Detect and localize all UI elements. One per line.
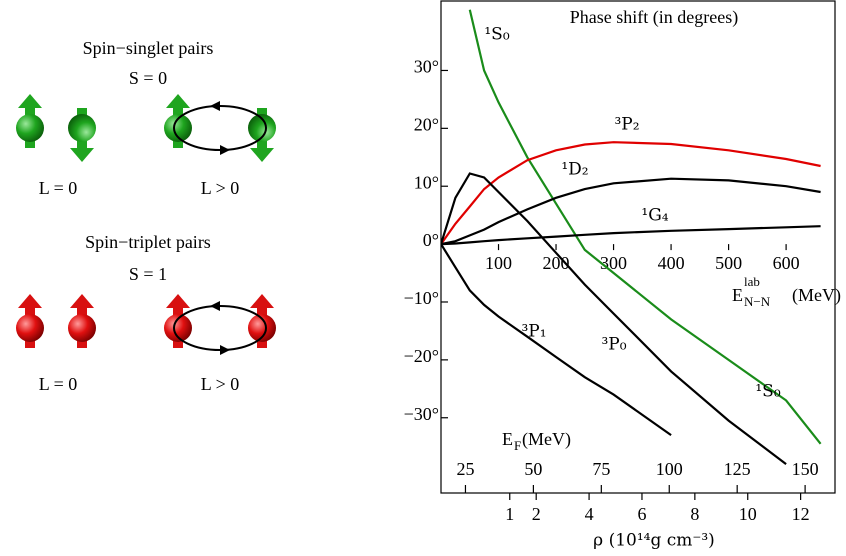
y-tick-label: −10°: [404, 288, 439, 308]
x2-tick-label: 75: [592, 459, 610, 479]
x-tick-label: 100: [485, 253, 512, 273]
y-tick-label: 30°: [414, 57, 439, 77]
series-line: [441, 225, 821, 246]
x2-label-sub: F: [514, 438, 521, 453]
x-label-unit: (MeV): [792, 285, 841, 306]
series-label: ³P₂: [614, 115, 639, 135]
x-tick-label: 200: [543, 253, 570, 273]
x2-label-unit: (MeV): [522, 429, 571, 450]
x2-tick-label: 50: [524, 459, 542, 479]
x2-tick-label: 100: [656, 459, 683, 479]
x-tick-label: 600: [773, 253, 800, 273]
spin-up: [16, 294, 44, 348]
triplet-l0: L = 0: [39, 374, 77, 394]
x2-tick-label: 25: [456, 459, 474, 479]
y-tick-label: 10°: [414, 172, 439, 192]
series-label: ¹G₄: [641, 206, 668, 226]
x3-tick-label: 8: [690, 504, 699, 524]
spin-down: [248, 108, 276, 162]
triplet-spin: S = 1: [129, 264, 167, 284]
pairs-diagram: Spin−singlet pairs S = 0 L = 0 L > 0 Spi…: [16, 38, 276, 394]
x2-label: E: [502, 429, 513, 449]
series-line: [441, 141, 821, 245]
orbit-arrow: [220, 345, 230, 355]
orbit-arrow: [220, 145, 230, 155]
y-tick-label: −30°: [404, 404, 439, 424]
x3-tick-label: 4: [585, 504, 594, 524]
y-tick-label: 20°: [414, 114, 439, 134]
x-tick-label: 400: [658, 253, 685, 273]
series-line: [441, 172, 787, 465]
series-line: [441, 177, 821, 246]
x3-tick-label: 10: [739, 504, 757, 524]
series-label: ³P₁: [521, 322, 546, 342]
x3-tick-label: 1: [505, 504, 514, 524]
spin-up: [164, 94, 192, 148]
series-line: [468, 9, 822, 445]
series-label: ¹D₂: [561, 160, 588, 180]
x3-tick-label: 12: [792, 504, 810, 524]
x-tick-label: 300: [600, 253, 627, 273]
phase-shift-chart: Phase shift (in degrees) E lab N−N (MeV)…: [404, 0, 841, 551]
x2-tick-label: 125: [724, 459, 751, 479]
x-label-sub: N−N: [744, 294, 771, 309]
triplet-l1: L > 0: [201, 374, 239, 394]
spin-up: [164, 294, 192, 348]
series-label: ¹S₀: [484, 25, 509, 45]
orbit-arrow: [210, 301, 220, 311]
series-line: [441, 243, 672, 436]
spin-up: [248, 294, 276, 348]
singlet-title: Spin−singlet pairs: [83, 38, 214, 58]
spin-up: [16, 94, 44, 148]
x3-tick-label: 6: [637, 504, 646, 524]
orbit-arrow: [210, 101, 220, 111]
singlet-l0: L = 0: [39, 178, 77, 198]
x2-tick-label: 150: [792, 459, 819, 479]
chart-title: Phase shift (in degrees): [570, 7, 738, 28]
x3-label: ρ (10¹⁴g cm⁻³): [593, 531, 715, 551]
x-label-sup: lab: [744, 274, 760, 289]
plot-frame: [440, 0, 836, 494]
spin-up: [68, 294, 96, 348]
singlet-l1: L > 0: [201, 178, 239, 198]
singlet-spin: S = 0: [129, 68, 167, 88]
triplet-title: Spin−triplet pairs: [85, 232, 211, 252]
y-tick-label: 0°: [423, 230, 439, 250]
spin-down: [68, 108, 96, 162]
x-label: E: [732, 285, 743, 305]
series-label: ³P₀: [601, 335, 626, 355]
series-label: ¹S₀: [755, 382, 780, 402]
x3-tick-label: 2: [532, 504, 541, 524]
y-tick-label: −20°: [404, 346, 439, 366]
x-tick-label: 500: [715, 253, 742, 273]
